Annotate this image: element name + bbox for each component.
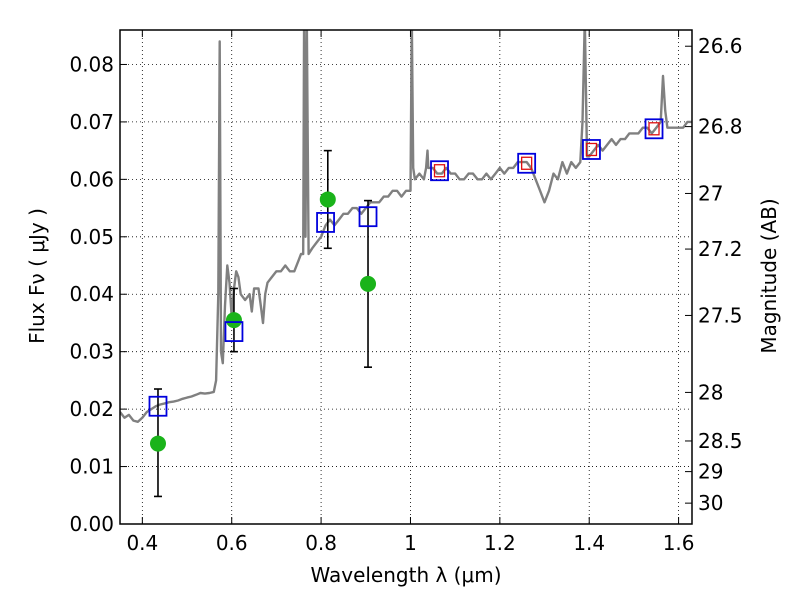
x-tick-label: 1.2 — [484, 531, 516, 555]
right-tick-label: 28 — [698, 380, 723, 404]
plot-frame — [119, 29, 693, 525]
y-axis-label: Flux Fν ( μJy ) — [25, 208, 49, 344]
observed-point — [319, 191, 336, 208]
x-tick-label: 0.4 — [126, 531, 158, 555]
y-tick-label: 0.03 — [69, 340, 114, 364]
x-tick-label: 1 — [404, 531, 417, 555]
model-square — [517, 152, 537, 174]
inner-square — [433, 164, 446, 178]
right-tick-label: 30 — [698, 491, 723, 515]
inner-square — [521, 156, 533, 170]
spectrum-line — [120, 30, 692, 423]
y-tick-label: 0.07 — [69, 110, 114, 134]
y-tick-label: 0.00 — [69, 512, 114, 536]
y-tick-label: 0.04 — [69, 282, 114, 306]
right-tick-label: 26.6 — [698, 34, 743, 58]
inner-square — [648, 122, 660, 136]
model-square — [148, 395, 168, 417]
model-square — [316, 212, 335, 233]
y-tick-label: 0.01 — [69, 455, 114, 479]
observed-point — [225, 312, 242, 329]
y-tick-label: 0.06 — [69, 167, 114, 191]
x-tick-label: 1.4 — [573, 531, 605, 555]
x-tick-label: 0.6 — [216, 531, 248, 555]
model-square — [644, 118, 664, 140]
right-tick-label: 26.8 — [698, 115, 743, 139]
right-tick-label: 27.2 — [698, 237, 743, 261]
model-square — [224, 321, 244, 342]
ticks: 0.4 0.6 0.8 1 1.2 1.4 1.6 0.00 0.01 0.02 0.03 0.04 0… — [69, 30, 743, 555]
right-tick-label: 29 — [698, 460, 723, 484]
y-tick-label: 0.05 — [69, 225, 114, 249]
x-tick-label: 0.8 — [305, 531, 337, 555]
observed-point — [360, 275, 377, 292]
data-layer — [120, 30, 692, 498]
x-axis-label: Wavelength λ (μm) — [310, 563, 501, 587]
right-tick-label: 28.5 — [698, 429, 743, 453]
right-tick-label: 27 — [698, 181, 723, 205]
right-tick-label: 27.5 — [698, 303, 743, 327]
model-square — [582, 139, 601, 160]
model-square — [430, 160, 449, 182]
inner-square — [585, 142, 598, 157]
x-tick-label: 1.6 — [663, 531, 695, 555]
right-axis-label: Magnitude (AB) — [757, 198, 781, 353]
grid — [120, 30, 692, 525]
model-square — [358, 206, 378, 228]
y-tick-label: 0.08 — [69, 52, 114, 76]
y-tick-label: 0.02 — [69, 397, 114, 421]
observed-point — [149, 435, 166, 452]
